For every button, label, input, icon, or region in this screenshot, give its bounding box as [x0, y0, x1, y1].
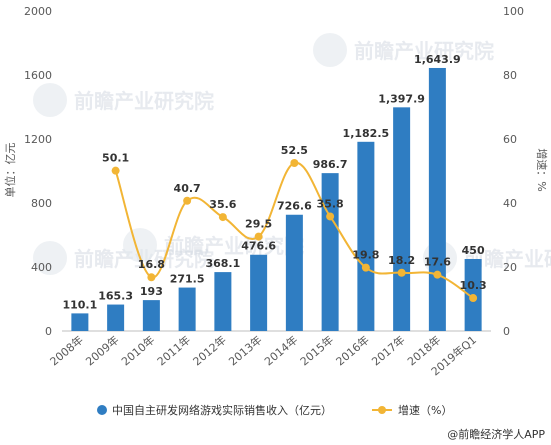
- bar: [71, 313, 89, 331]
- growth-point: [290, 159, 299, 167]
- growth-point: [183, 196, 192, 205]
- x-tick-label: 2015年: [297, 333, 336, 369]
- legend-line-marker-dot: [378, 406, 386, 414]
- y-axis-right-title: 增速：%: [535, 148, 549, 191]
- x-tick-label: 2011年: [154, 333, 193, 369]
- y-right-tick-label: 0: [503, 325, 510, 338]
- line-data-labels: 50.1 16.8 40.7 35.6 29.5 52.5 35.8 19.8 18.2 17.6…: [102, 144, 487, 292]
- line-series: [111, 159, 478, 303]
- bar-value-label: 726.6: [277, 200, 312, 213]
- x-tick-label: 2012年: [190, 333, 229, 369]
- bar: [178, 287, 196, 331]
- growth-value-label: 16.8: [138, 258, 165, 271]
- growth-point: [111, 166, 120, 175]
- legend-line-label: 增速（%）: [398, 403, 452, 417]
- y-right-tick-label: 100: [503, 5, 524, 18]
- bar-value-label: 368.1: [205, 257, 240, 270]
- growth-value-label: 29.5: [245, 218, 272, 231]
- x-tick-label: 2008年: [47, 333, 86, 369]
- growth-value-label: 19.8: [352, 249, 379, 262]
- bar: [428, 67, 446, 331]
- y-right-tick-label: 60: [503, 133, 517, 146]
- x-axis-ticks: 2008年2009年2010年2011年2012年2013年2014年2015年…: [47, 333, 479, 379]
- x-tick-label: 2017年: [369, 333, 408, 369]
- x-tick-label: 2016年: [333, 333, 372, 369]
- bar: [214, 272, 232, 331]
- x-tick-label: 2014年: [261, 333, 300, 369]
- y-axis-left-title: 单位：亿元: [3, 143, 17, 198]
- bar: [142, 300, 160, 331]
- bar: [107, 304, 125, 331]
- svg-text:前瞻产业研究院: 前瞻产业研究院: [164, 234, 304, 258]
- bar-value-label: 165.3: [98, 290, 133, 303]
- growth-point: [147, 273, 156, 282]
- bar: [250, 254, 268, 331]
- bar: [357, 141, 375, 331]
- bar-value-label: 1,643.9: [414, 53, 461, 66]
- bar-value-label: 1,397.9: [378, 92, 425, 105]
- growth-point: [254, 232, 263, 241]
- source-text: @前瞻经济学人APP: [447, 427, 545, 441]
- growth-point: [469, 294, 478, 303]
- growth-value-label: 52.5: [281, 144, 308, 157]
- watermark: 前瞻产业研究院 前瞻产业研究院 前瞻产业研究院 前瞻产业研究院 前瞻产业研究院: [33, 33, 551, 275]
- bar-value-label: 193: [140, 285, 163, 298]
- bar-series: [71, 67, 482, 331]
- y-left-tick-label: 2000: [24, 5, 52, 18]
- bar-value-label: 271.5: [170, 273, 205, 286]
- growth-value-label: 35.6: [209, 198, 236, 211]
- y-left-tick-label: 400: [31, 261, 52, 274]
- bar-value-label: 1,182.5: [343, 127, 390, 140]
- y-axis-left-ticks: 0 400 800 1200 1600 2000: [24, 5, 52, 338]
- growth-point: [397, 268, 406, 277]
- bar: [321, 173, 339, 331]
- svg-text:前瞻产业研究院: 前瞻产业研究院: [354, 39, 494, 63]
- x-tick-label: 2013年: [226, 333, 265, 369]
- x-tick-label: 2010年: [118, 333, 157, 369]
- bar: [393, 107, 411, 331]
- bar-value-label: 986.7: [313, 158, 348, 171]
- growth-value-label: 35.8: [317, 197, 344, 210]
- bar-value-label: 450: [462, 244, 485, 257]
- legend: 中国自主研发网络游戏实际销售收入（亿元） 增速（%）: [97, 403, 452, 417]
- growth-value-label: 17.6: [424, 256, 451, 269]
- bar: [285, 214, 303, 331]
- growth-point: [361, 263, 370, 272]
- growth-point: [433, 270, 442, 279]
- growth-value-label: 50.1: [102, 152, 129, 165]
- bar-value-label: 476.6: [241, 240, 276, 253]
- y-left-tick-label: 0: [45, 325, 52, 338]
- y-left-tick-label: 1600: [24, 69, 52, 82]
- growth-value-label: 40.7: [174, 182, 201, 195]
- growth-point: [218, 213, 227, 222]
- y-left-tick-label: 1200: [24, 133, 52, 146]
- svg-text:前瞻产业研究院: 前瞻产业研究院: [74, 89, 214, 113]
- y-right-tick-label: 80: [503, 69, 517, 82]
- y-right-tick-label: 40: [503, 197, 517, 210]
- x-tick-label: 2009年: [83, 333, 122, 369]
- legend-bar-marker: [97, 405, 107, 415]
- bar-value-label: 110.1: [62, 298, 97, 311]
- growth-value-label: 18.2: [388, 254, 415, 267]
- growth-value-label: 10.3: [460, 279, 487, 292]
- y-left-tick-label: 800: [31, 197, 52, 210]
- y-axis-right-ticks: 0 20 40 60 80 100: [503, 5, 524, 338]
- y-right-tick-label: 20: [503, 261, 517, 274]
- legend-bar-label: 中国自主研发网络游戏实际销售收入（亿元）: [112, 403, 332, 417]
- growth-point: [326, 212, 335, 221]
